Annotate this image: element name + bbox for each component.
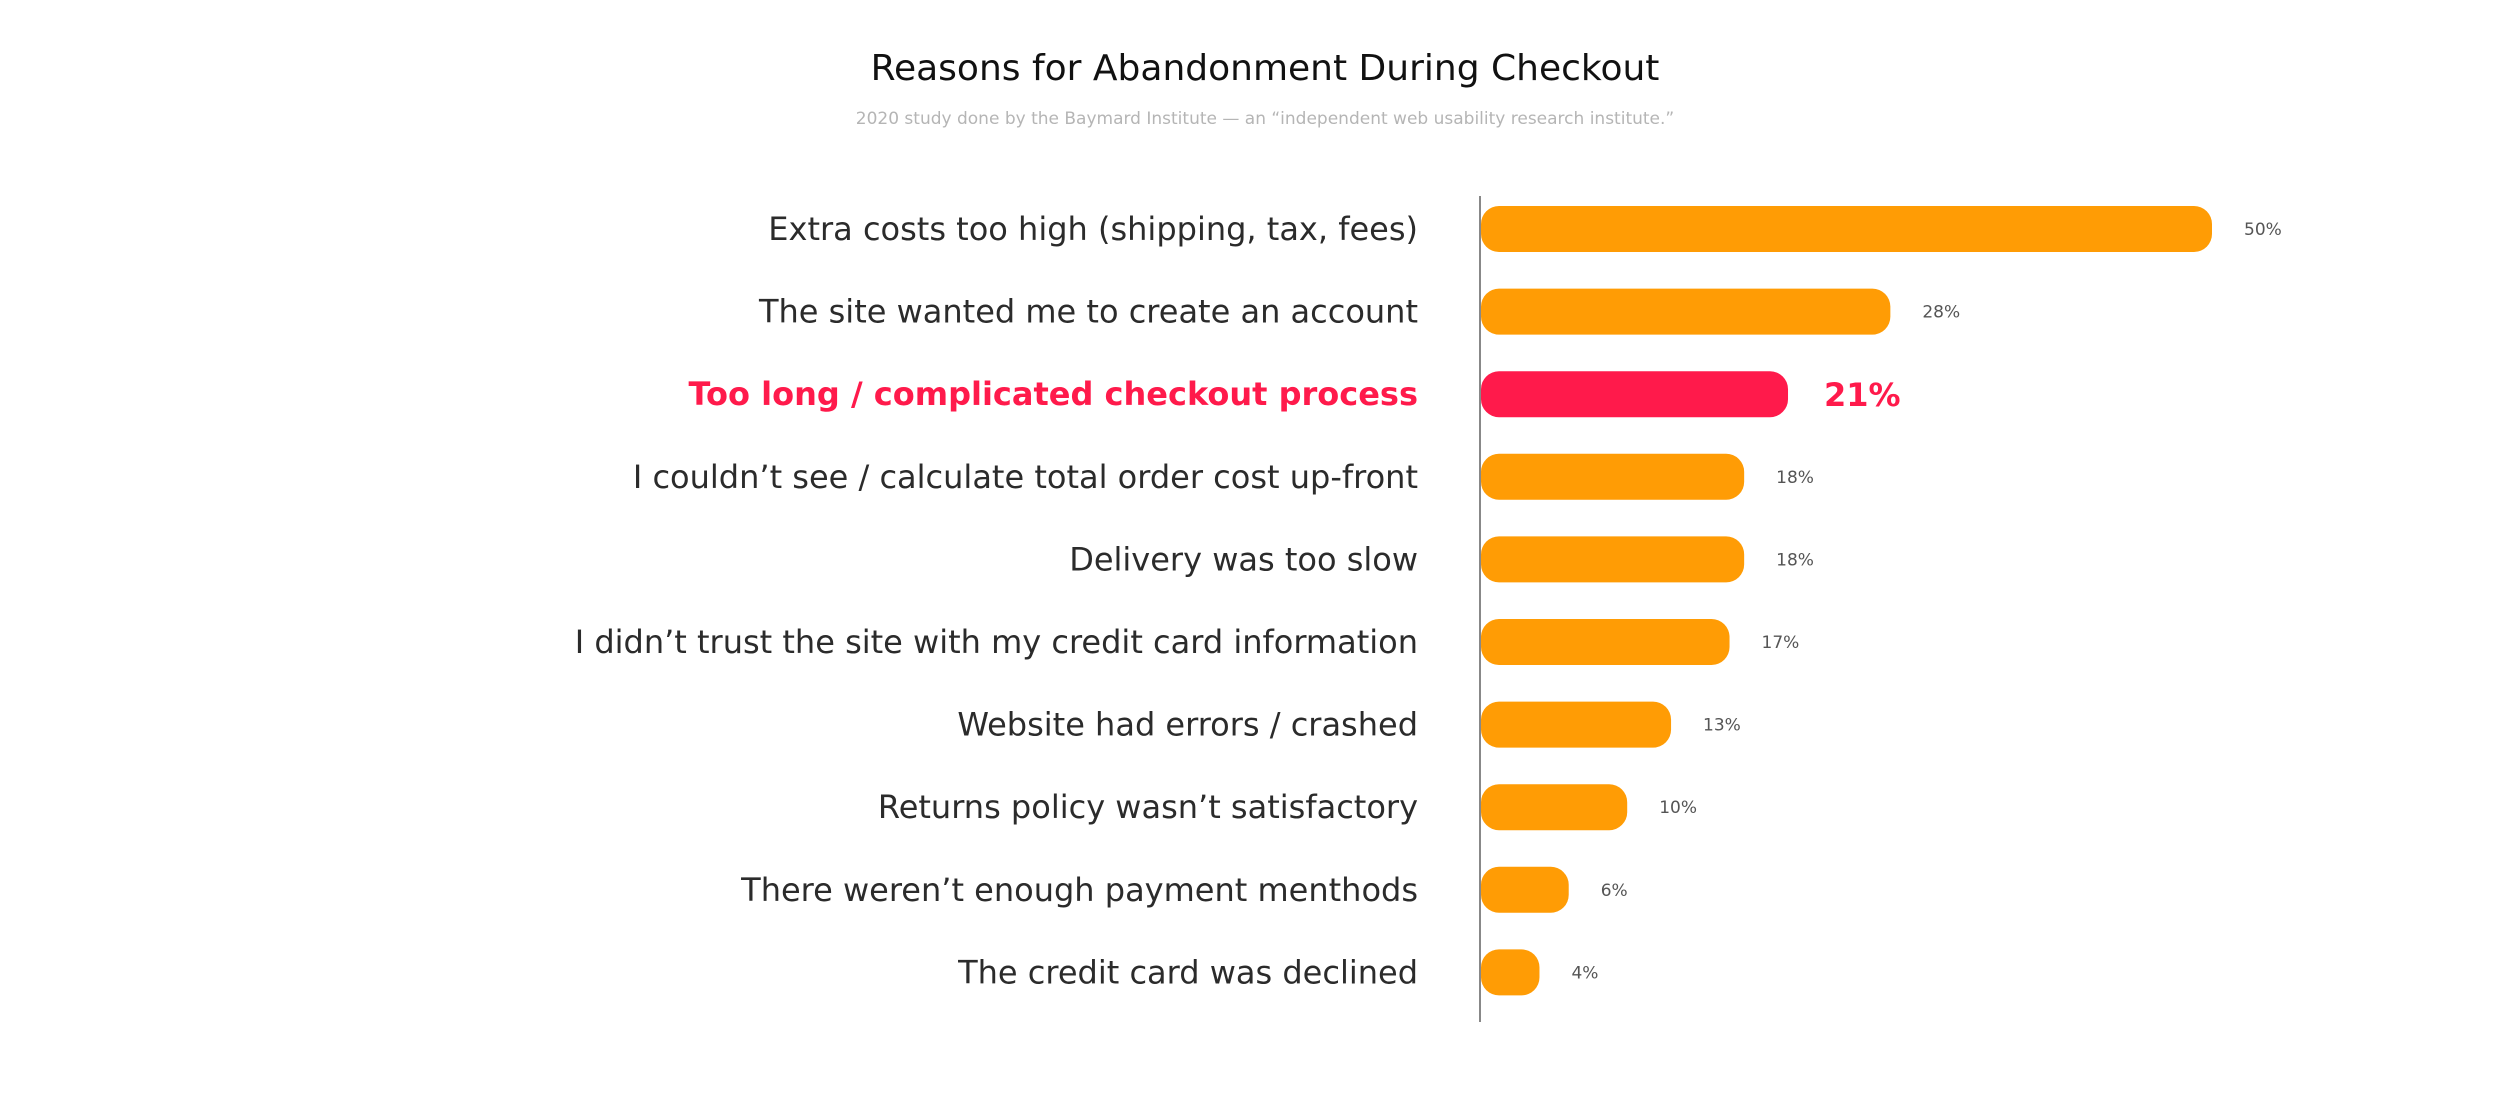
bar-0 (1481, 206, 2212, 252)
category-label-1: The site wanted me to create an account (758, 293, 1418, 331)
value-label-4: 18% (1776, 550, 1814, 570)
category-label-6: Website had errors / crashed (957, 706, 1418, 744)
category-label-3: I couldn’t see / calculate total order c… (633, 458, 1418, 496)
chart-title: Reasons for Abandonment During Checkout (871, 48, 1660, 89)
bar-5 (1481, 619, 1730, 665)
value-label-2: 21% (1824, 376, 1901, 414)
value-label-6: 13% (1703, 716, 1741, 736)
category-label-2: Too long / complicated checkout process (688, 375, 1418, 413)
bar-6 (1481, 701, 1672, 748)
value-label-1: 28% (1922, 303, 1960, 323)
category-label-7: Returns policy wasn’t satisfactory (878, 788, 1418, 826)
category-label-9: The credit card was declined (957, 953, 1418, 991)
category-label-5: I didn’t trust the site with my credit c… (575, 623, 1418, 661)
value-label-9: 4% (1571, 963, 1598, 983)
bar-1 (1481, 288, 1891, 335)
bar-9 (1481, 949, 1540, 996)
category-label-8: There weren’t enough payment menthods (740, 871, 1418, 909)
bar-2 (1481, 371, 1789, 418)
bar-3 (1481, 453, 1745, 500)
category-label-4: Delivery was too slow (1069, 540, 1418, 578)
bars-group: Extra costs too high (shipping, tax, fee… (575, 206, 2282, 996)
value-label-0: 50% (2244, 220, 2282, 240)
bar-8 (1481, 866, 1569, 913)
value-label-7: 10% (1659, 798, 1697, 818)
value-label-3: 18% (1776, 468, 1814, 488)
category-label-0: Extra costs too high (shipping, tax, fee… (768, 210, 1418, 248)
bar-7 (1481, 784, 1628, 831)
chart-subtitle: 2020 study done by the Baymard Institute… (856, 109, 1674, 129)
value-label-5: 17% (1762, 633, 1800, 653)
value-label-8: 6% (1601, 881, 1628, 901)
bar-4 (1481, 536, 1745, 583)
